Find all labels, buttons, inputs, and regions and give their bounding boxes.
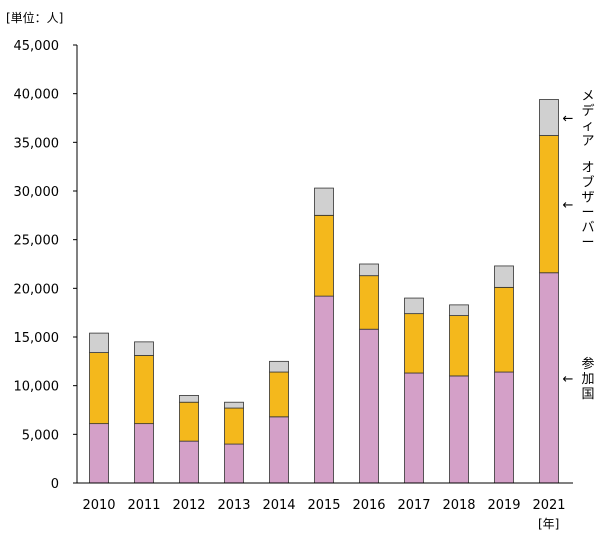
bar-segment [89, 352, 109, 425]
y-tick-label: 10,000 [14, 380, 60, 395]
bar-segment [134, 341, 154, 356]
y-tick-label: 0 [51, 477, 59, 492]
bar-segment [359, 328, 379, 484]
y-axis: 0 5,000 10,000 15,000 20,000 25,000 30,000 35,0… [14, 39, 78, 492]
y-unit-label: [単位：人] [6, 10, 63, 25]
bar-segment [314, 187, 334, 216]
bar-segment [89, 332, 109, 353]
x-tick-label: 2012 [172, 498, 205, 513]
bar-segment [494, 265, 514, 288]
x-tick-label: 2019 [487, 498, 520, 513]
y-tick-label: 25,000 [14, 234, 60, 249]
bar-segment [449, 315, 469, 377]
x-tick-label: 2010 [82, 498, 115, 513]
bar-segment [539, 272, 559, 484]
bar-segment [404, 297, 424, 315]
y-tick-label: 5,000 [22, 428, 59, 443]
legend-arrow-icon: ← [563, 198, 574, 213]
bar-segment [449, 304, 469, 316]
y-tick-label: 35,000 [14, 136, 60, 151]
x-unit-label: [年] [538, 517, 559, 531]
y-tick-label: 30,000 [14, 185, 60, 200]
bar-segment [404, 313, 424, 374]
series-labels: ← 参加国 ← オブザーバー ← メディア [563, 89, 595, 402]
y-tick-label: 15,000 [14, 331, 60, 346]
y-tick-label: 40,000 [14, 88, 60, 103]
x-tick-label: 2016 [352, 498, 385, 513]
bar-segment [359, 275, 379, 330]
series-label: メディア [581, 89, 594, 149]
bar-segment [539, 135, 559, 274]
series-label: 参加国 [581, 356, 594, 402]
x-tick-label: 2014 [262, 498, 295, 513]
bar-segment [224, 407, 244, 445]
x-tick-label: 2015 [307, 498, 340, 513]
bar-segment [359, 263, 379, 277]
bar-segment [134, 423, 154, 484]
x-tick-label: 2013 [217, 498, 250, 513]
legend-arrow-icon: ← [563, 112, 574, 127]
bar-segment [224, 401, 244, 409]
bars [89, 99, 559, 484]
y-tick-label: 45,000 [14, 39, 60, 54]
bar-segment [314, 295, 334, 484]
bar-segment [269, 416, 289, 484]
bar-segment [494, 286, 514, 373]
bar-segment [179, 394, 199, 403]
bar-segment [314, 214, 334, 297]
bar-segment [269, 360, 289, 373]
y-tick-label: 20,000 [14, 282, 60, 297]
bar-segment [179, 401, 199, 442]
bar-segment [539, 99, 559, 136]
x-tick-label: 2018 [442, 498, 475, 513]
bar-segment [224, 443, 244, 484]
x-axis: 2010 2011 2012 2013 2014 2015 2016 2017 2018 2019… [77, 482, 573, 513]
bar-segment [269, 371, 289, 418]
bar-segment [449, 375, 469, 484]
series-label: オブザーバー [581, 161, 594, 251]
bar-segment [134, 355, 154, 425]
bar-segment [89, 423, 109, 484]
legend-arrow-icon: ← [563, 372, 574, 387]
bar-segment [404, 372, 424, 484]
x-tick-label: 2011 [127, 498, 160, 513]
bar-segment [494, 371, 514, 484]
bar-segment [179, 440, 199, 484]
x-tick-label: 2017 [397, 498, 430, 513]
x-tick-label: 2021 [532, 498, 565, 513]
